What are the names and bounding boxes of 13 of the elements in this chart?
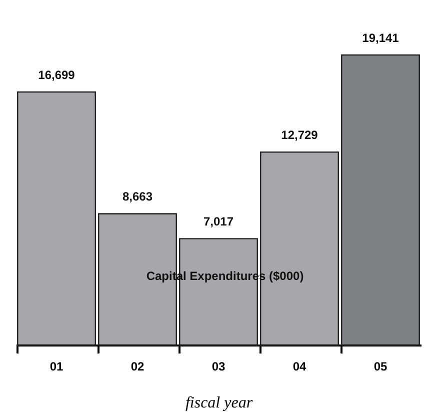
data-label: 7,017 bbox=[203, 214, 234, 229]
x-tick-label: 02 bbox=[130, 360, 144, 374]
x-tick-label: 05 bbox=[374, 360, 388, 374]
bar bbox=[341, 54, 420, 346]
x-axis-title: fiscal year bbox=[185, 394, 254, 412]
data-label: 19,141 bbox=[362, 31, 400, 45]
x-tick-label: 01 bbox=[50, 360, 64, 374]
bar bbox=[17, 91, 96, 346]
data-label: 8,663 bbox=[122, 190, 153, 204]
x-tick-label: 04 bbox=[292, 360, 306, 374]
x-tick-label: 03 bbox=[212, 360, 226, 374]
data-label: 16,699 bbox=[38, 68, 76, 82]
data-label: 12,729 bbox=[281, 128, 318, 142]
